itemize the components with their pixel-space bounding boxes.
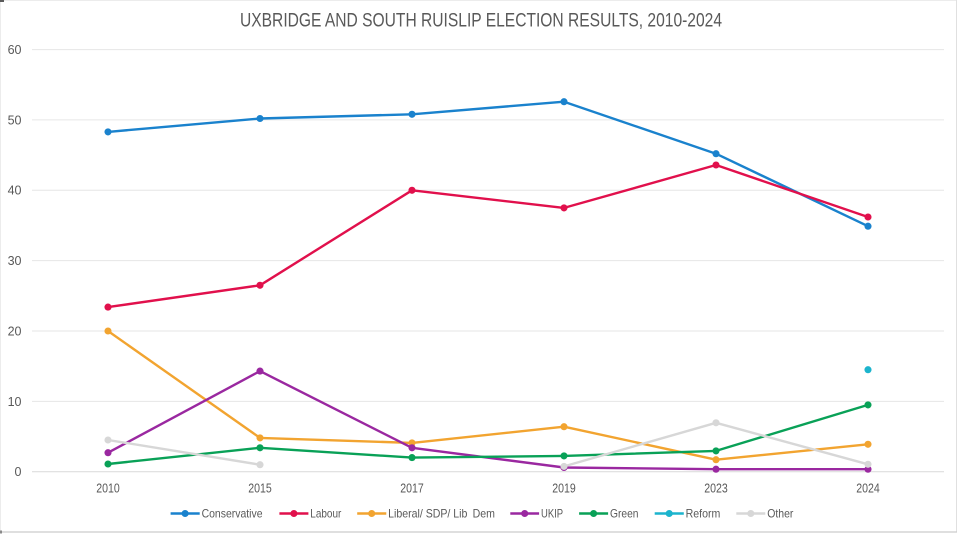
svg-text:Reform: Reform <box>686 506 721 520</box>
svg-text:0: 0 <box>15 465 22 479</box>
svg-text:60: 60 <box>8 43 22 57</box>
svg-text:20: 20 <box>8 324 22 338</box>
svg-text:50: 50 <box>8 113 22 127</box>
svg-text:2017: 2017 <box>400 480 424 495</box>
svg-text:UXBRIDGE AND SOUTH RUISLIP ELE: UXBRIDGE AND SOUTH RUISLIP ELECTION RESU… <box>240 10 722 32</box>
svg-text:Conservative: Conservative <box>202 506 263 520</box>
svg-text:Other: Other <box>767 506 793 520</box>
svg-text:2019: 2019 <box>552 480 576 495</box>
svg-text:30: 30 <box>8 254 22 268</box>
svg-text:Labour: Labour <box>310 506 341 520</box>
svg-text:2024: 2024 <box>856 480 880 495</box>
svg-text:40: 40 <box>8 184 22 198</box>
svg-text:2023: 2023 <box>704 480 728 495</box>
svg-text:2010: 2010 <box>96 480 120 495</box>
svg-text:2015: 2015 <box>248 480 272 495</box>
svg-text:10: 10 <box>8 395 22 409</box>
svg-text:Liberal/ SDP/ Lib Dem: Liberal/ SDP/ Lib Dem <box>388 506 495 520</box>
svg-text:UKIP: UKIP <box>541 506 563 520</box>
svg-text:Green: Green <box>610 506 639 520</box>
